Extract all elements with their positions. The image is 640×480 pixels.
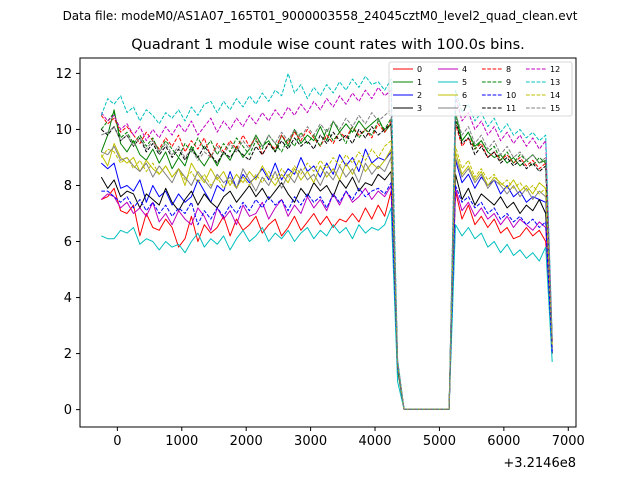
y-tick-label: 10 (55, 123, 72, 138)
x-axis: 0 1000 2000 3000 4000 5000 6000 7000 (113, 427, 585, 449)
x-offset-label: +3.2146e8 (503, 456, 576, 471)
series-line-3 (100, 171, 553, 410)
y-tick-label: 2 (64, 347, 72, 362)
legend-label-1: 1 (417, 78, 422, 87)
y-tick-label: 0 (64, 403, 72, 418)
series-line-14 (100, 140, 553, 410)
legend-label-12: 12 (550, 65, 560, 74)
chart-title: Quadrant 1 module wise count rates with … (131, 37, 525, 53)
x-tick-label: 1000 (165, 434, 198, 449)
legend-label-5: 5 (462, 78, 467, 87)
x-tick-label: 4000 (358, 434, 391, 449)
series-layer (100, 72, 553, 410)
figure-suptitle: Data file: modeM0/AS1A07_165T01_90000035… (63, 9, 578, 23)
legend-label-8: 8 (506, 65, 511, 74)
series-line-1 (100, 109, 553, 410)
legend-box (388, 61, 573, 117)
x-tick-label: 3000 (294, 434, 327, 449)
x-tick-label: 7000 (552, 434, 585, 449)
x-tick-label: 6000 (487, 434, 520, 449)
series-line-11 (100, 120, 553, 410)
legend-label-3: 3 (417, 104, 422, 113)
legend-label-15: 15 (550, 104, 560, 113)
y-tick-label: 12 (55, 67, 72, 82)
legend-label-7: 7 (462, 104, 467, 113)
series-line-10 (101, 182, 553, 410)
series-line-5 (101, 207, 553, 410)
series-line-2 (100, 148, 553, 410)
x-tick-label: 2000 (230, 434, 263, 449)
y-tick-label: 8 (64, 179, 72, 194)
legend-label-14: 14 (550, 91, 560, 100)
series-line-8 (100, 115, 553, 410)
series-line-12 (100, 86, 553, 410)
x-tick-label: 0 (113, 434, 121, 449)
y-tick-label: 4 (64, 291, 72, 306)
legend-label-2: 2 (417, 91, 422, 100)
series-line-13 (100, 72, 553, 410)
y-tick-label: 6 (64, 235, 72, 250)
series-line-0 (101, 187, 553, 410)
y-axis: 0 2 4 6 8 10 12 (55, 67, 80, 418)
series-line-9 (100, 112, 553, 410)
legend-label-9: 9 (506, 78, 511, 87)
legend-label-4: 4 (462, 65, 467, 74)
legend-label-11: 11 (506, 104, 516, 113)
x-tick-label: 5000 (423, 434, 456, 449)
legend-label-0: 0 (417, 65, 422, 74)
legend-label-6: 6 (462, 91, 467, 100)
series-line-7 (101, 145, 553, 410)
series-line-4 (100, 185, 553, 410)
series-line-15 (101, 109, 553, 410)
legend-label-10: 10 (506, 91, 516, 100)
axes-frame (79, 57, 577, 428)
plot-area (79, 57, 577, 428)
legend-label-13: 13 (550, 78, 560, 87)
